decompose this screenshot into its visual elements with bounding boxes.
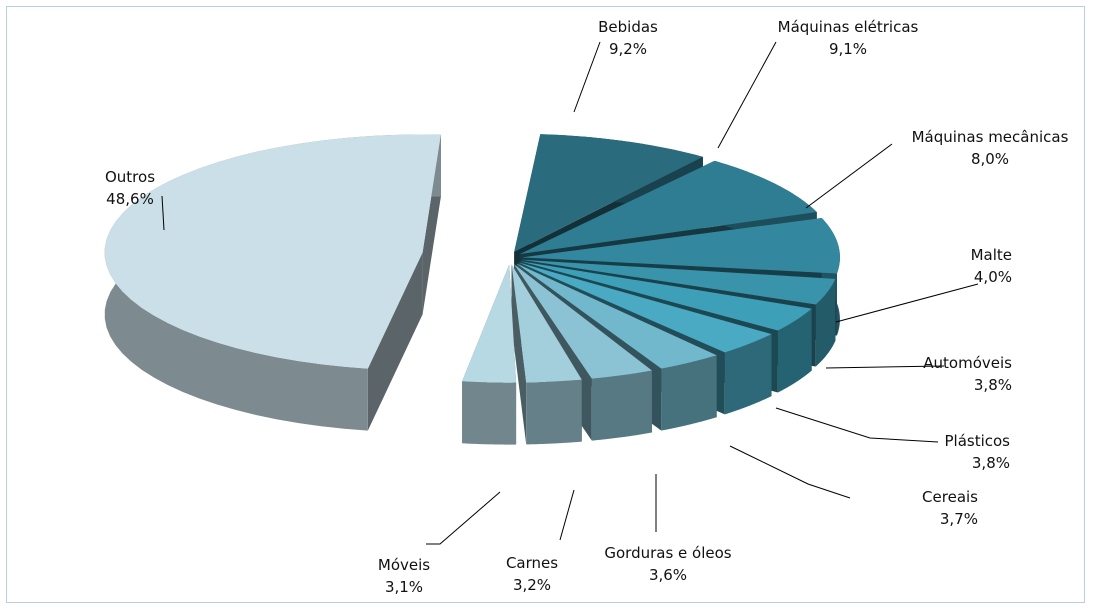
slice-label-name: Carnes	[506, 554, 558, 572]
slice-label-name: Automóveis	[923, 354, 1012, 372]
slice-label: Máquinas mecânicas 8,0%	[805, 128, 1069, 209]
slice-label: Automóveis 3,8%	[825, 354, 1012, 394]
slice-label-name: Malte	[971, 246, 1012, 264]
slice-label-name: Outros	[105, 168, 155, 186]
slice-label-value: 3,8%	[974, 376, 1012, 394]
slice-label-value: 9,1%	[829, 40, 867, 58]
slice-label: Carnes 3,2%	[506, 489, 575, 594]
slice-label-name: Bebidas	[598, 18, 658, 36]
pie-slice	[104, 134, 441, 431]
slice-label-value: 3,1%	[385, 578, 423, 596]
slice-label-value: 3,2%	[513, 576, 551, 594]
slice-label-value: 8,0%	[971, 150, 1009, 168]
slice-label-value: 48,6%	[106, 190, 154, 208]
slice-label-value: 3,8%	[972, 454, 1010, 472]
slice-label-name: Cereais	[922, 488, 978, 506]
slice-label: Malte 4,0%	[835, 246, 1012, 323]
slice-label-name: Plásticos	[944, 432, 1010, 450]
slice-label: Plásticos 3,8%	[775, 407, 1010, 472]
slice-label: Bebidas 9,2%	[573, 18, 658, 113]
pie-slice	[511, 264, 582, 445]
slice-label-name: Máquinas mecânicas	[912, 128, 1069, 146]
slice-label-name: Máquinas elétricas	[778, 18, 919, 36]
slice-label-value: 9,2%	[609, 40, 647, 58]
slice-label-value: 4,0%	[974, 268, 1012, 286]
pie-slice	[462, 264, 517, 445]
slice-label: Cereais 3,7%	[729, 445, 978, 528]
slice-label-value: 3,6%	[649, 566, 687, 584]
slice-label: Outros 48,6%	[105, 168, 165, 231]
slice-label: Máquinas elétricas 9,1%	[717, 18, 919, 149]
slice-label: Gorduras e óleos 3,6%	[604, 474, 732, 584]
slice-label-name: Gorduras e óleos	[604, 544, 731, 562]
slice-label-name: Móveis	[378, 556, 430, 574]
slice-label-value: 3,7%	[940, 510, 978, 528]
slice-label: Móveis 3,1%	[378, 491, 501, 596]
